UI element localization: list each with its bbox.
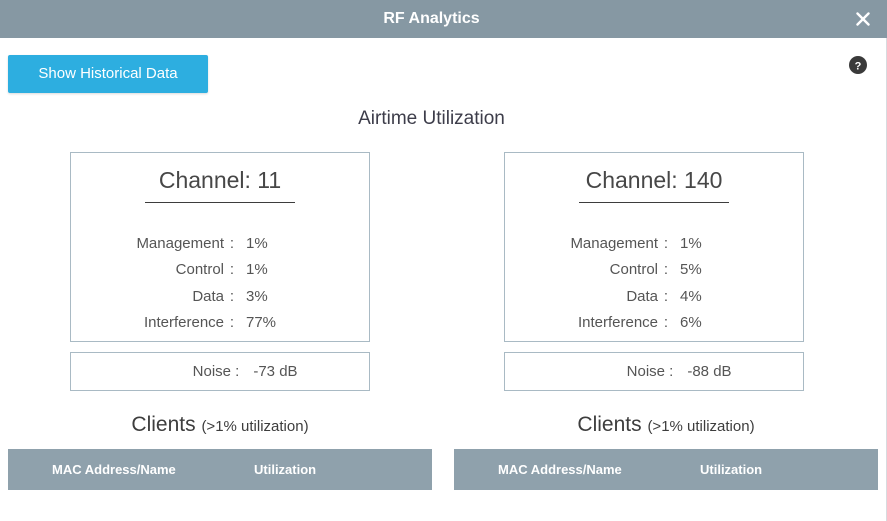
svg-text:?: ? [855,61,862,73]
